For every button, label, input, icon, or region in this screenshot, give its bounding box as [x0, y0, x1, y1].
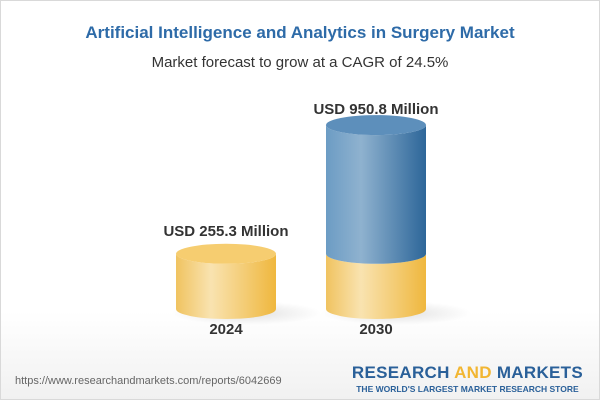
source-url[interactable]: https://www.researchandmarkets.com/repor… — [15, 375, 282, 387]
logo-text-research: RESEARCH — [351, 363, 455, 382]
category-label-2030: 2030 — [359, 321, 392, 338]
cylinder-base-segment-2030 — [326, 253, 426, 319]
logo-text-and: AND — [454, 363, 492, 382]
logo-text-markets: MARKETS — [491, 363, 583, 382]
chart-title: Artificial Intelligence and Analytics in… — [85, 23, 515, 42]
data-label-2024: USD 255.3 Million — [163, 223, 288, 240]
cylinder-top-2030 — [326, 115, 426, 136]
category-label-2024: 2024 — [209, 321, 243, 338]
cylinder-growth-segment-2030 — [326, 125, 426, 264]
cylinder-bar-2024 — [176, 253, 276, 319]
cylinder-top-2024 — [176, 243, 276, 264]
research-and-markets-logo: RESEARCH AND MARKETS THE WORLD'S LARGEST… — [352, 363, 583, 394]
chart-subtitle: Market forecast to grow at a CAGR of 24.… — [151, 54, 449, 71]
logo-tagline: THE WORLD'S LARGEST MARKET RESEARCH STOR… — [356, 384, 579, 394]
data-label-2030: USD 950.8 Million — [313, 101, 438, 118]
